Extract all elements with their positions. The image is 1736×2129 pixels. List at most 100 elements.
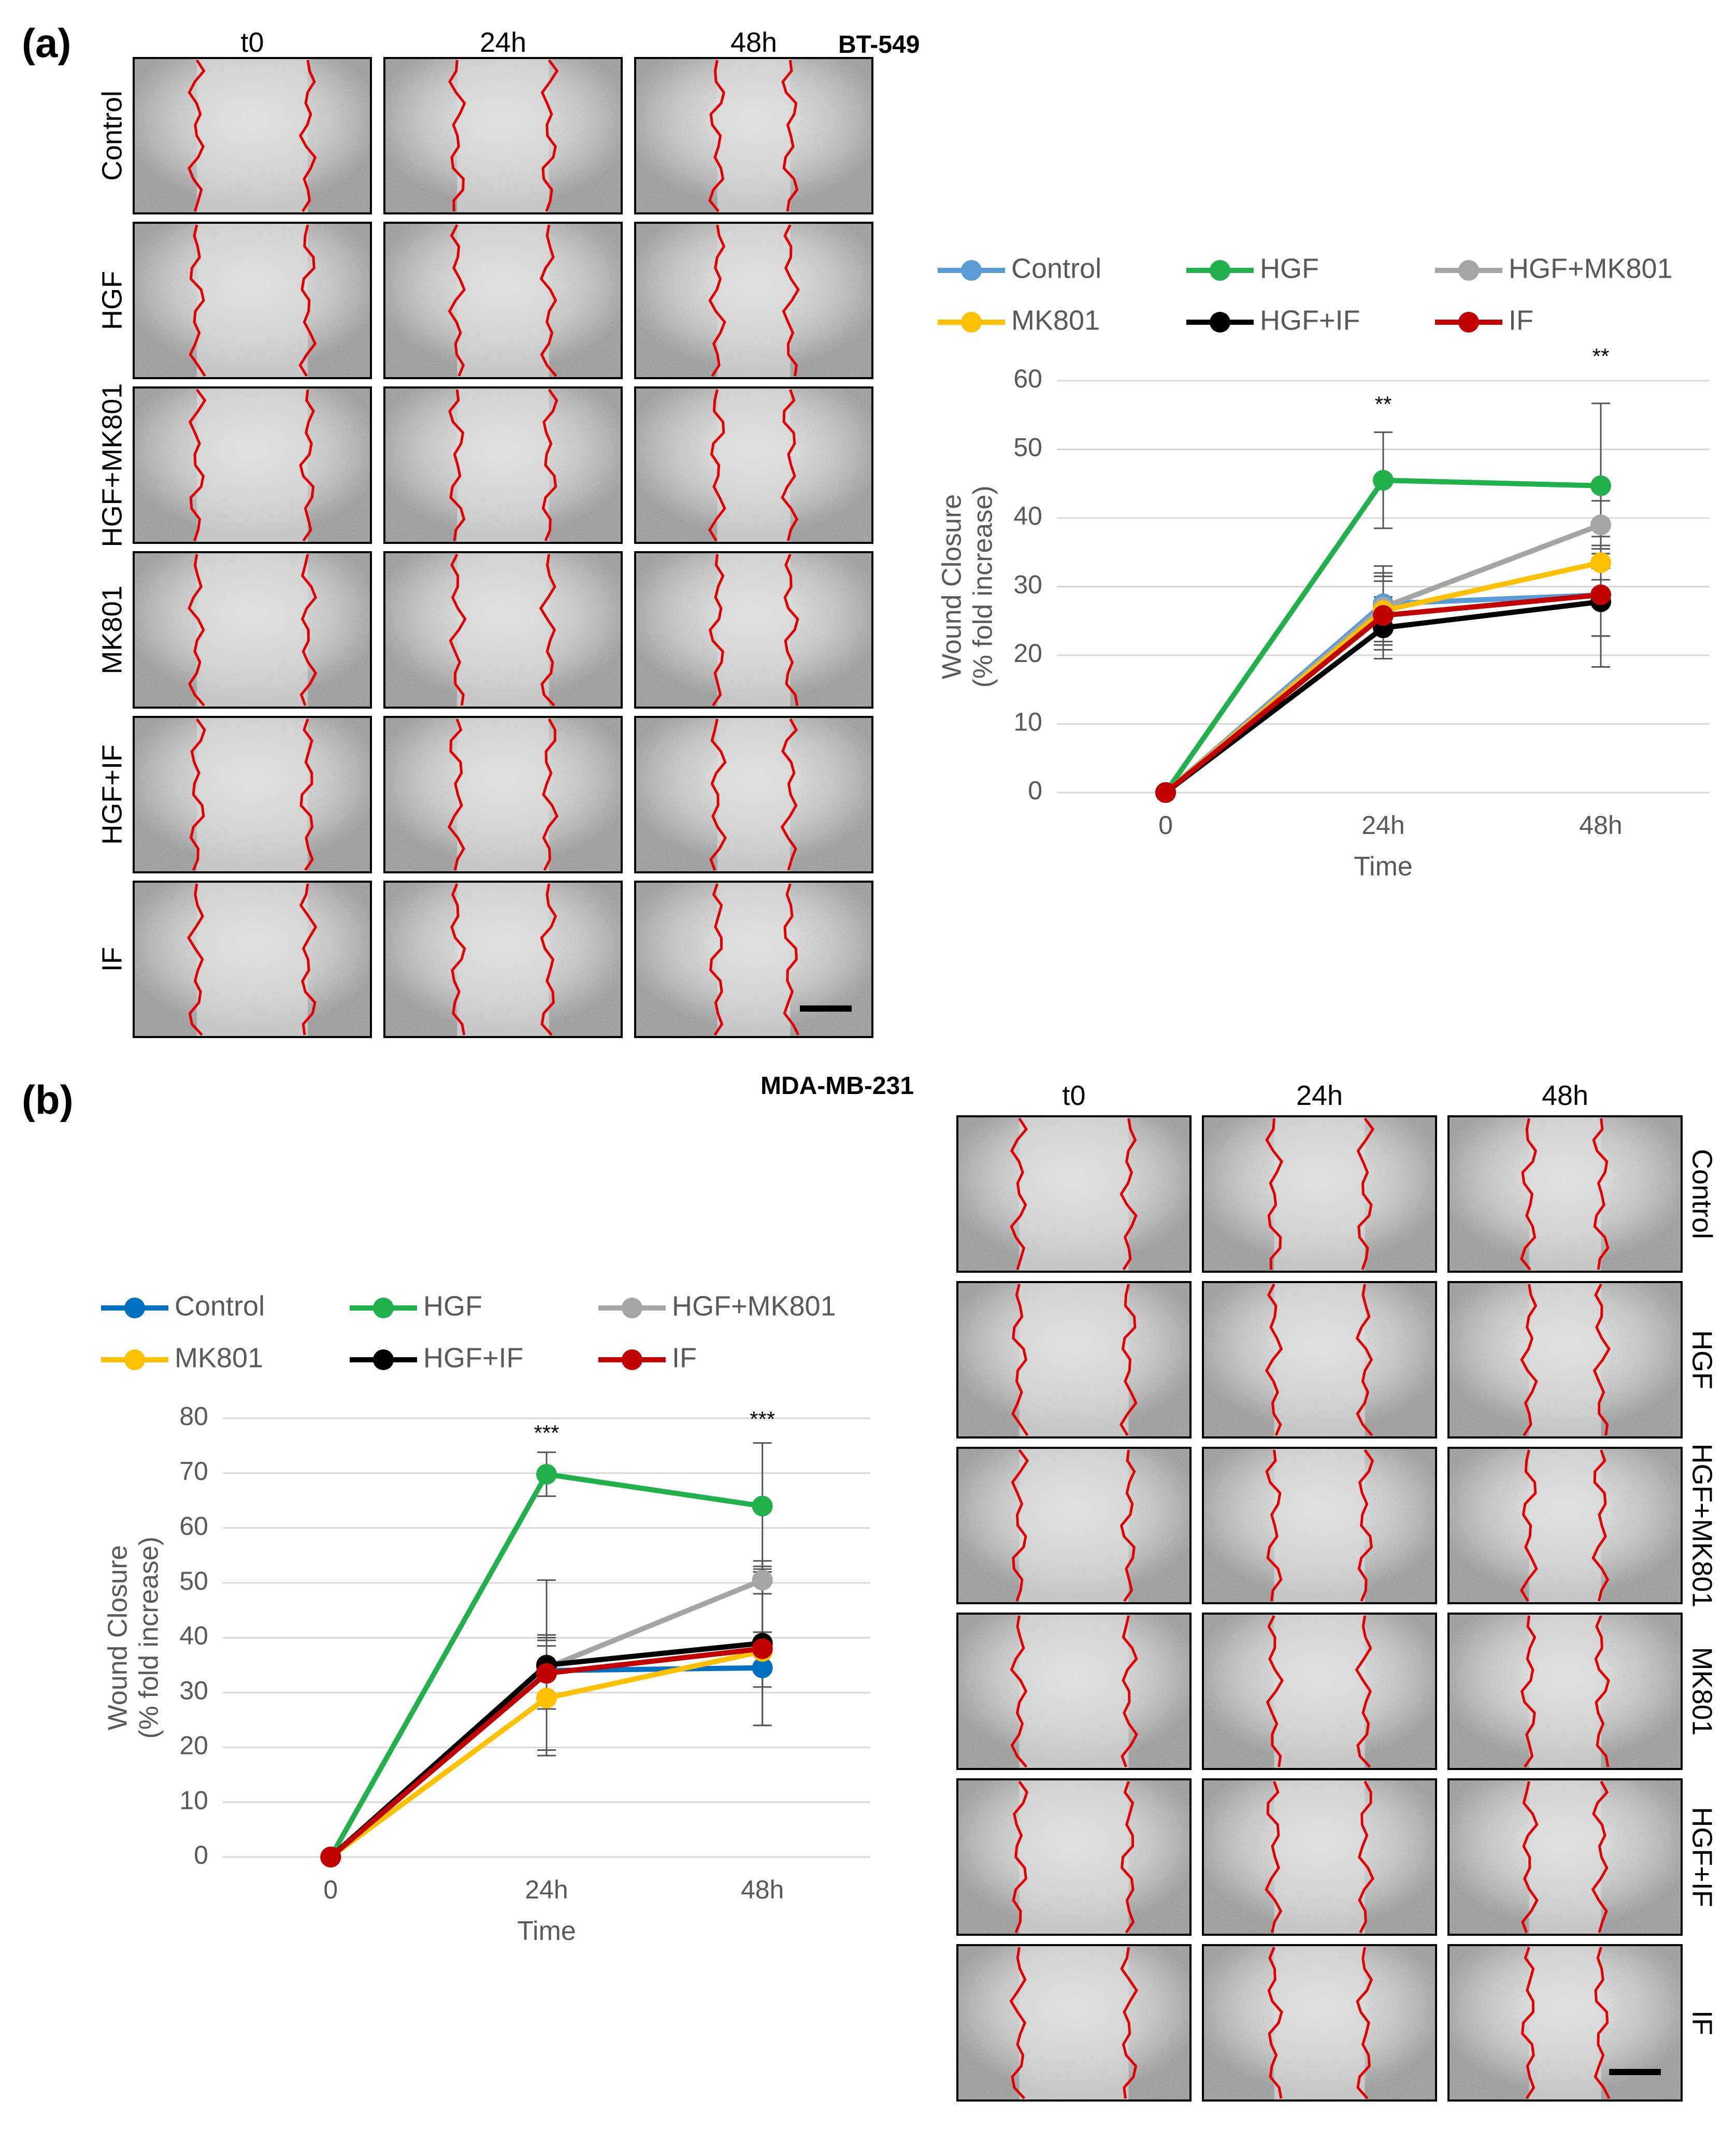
panel-a-letter: (a) bbox=[22, 20, 71, 66]
data-point bbox=[1155, 782, 1176, 803]
micrograph-2-0 bbox=[956, 1447, 1192, 1604]
svg-text:HGF: HGF bbox=[1260, 253, 1319, 284]
chart-a: 0 10 20 30 40 50 60 0 24h 48h Time Wound Closure(% … bbox=[937, 253, 1710, 882]
row-header-hgf: HGF bbox=[96, 271, 127, 330]
micrograph-5-2 bbox=[634, 881, 873, 1038]
micrograph-3-0 bbox=[133, 551, 372, 709]
column-header-24h: 24h bbox=[1296, 1080, 1343, 1111]
y-tick-label: 10 bbox=[179, 1786, 208, 1815]
column-header-t0: t0 bbox=[1062, 1080, 1085, 1111]
panel-b-cell-line: MDA-MB-231 bbox=[761, 1072, 914, 1100]
legend-item-if: IF bbox=[598, 1342, 697, 1373]
y-tick-label: 20 bbox=[179, 1731, 208, 1760]
data-point bbox=[752, 1495, 773, 1517]
micrograph-0-1 bbox=[383, 57, 623, 214]
row-header-if: IF bbox=[96, 947, 127, 972]
svg-text:HGF+IF: HGF+IF bbox=[1260, 305, 1360, 336]
legend-item-hgf-plus-if: HGF+IF bbox=[350, 1342, 524, 1373]
legend-item-control: Control bbox=[101, 1290, 265, 1321]
data-point bbox=[320, 1847, 341, 1867]
y-axis-title: Wound Closure(% fold increase) bbox=[937, 485, 998, 687]
significance-mark: ** bbox=[1592, 344, 1610, 368]
x-axis-title: Time bbox=[517, 1916, 576, 1946]
micrograph-1-2 bbox=[634, 222, 873, 379]
x-tick-label: 48h bbox=[741, 1875, 784, 1904]
significance-mark: *** bbox=[534, 1420, 559, 1445]
legend-item-hgf: HGF bbox=[1186, 253, 1319, 284]
data-point bbox=[1373, 605, 1394, 626]
column-header-48h: 48h bbox=[1542, 1080, 1588, 1111]
svg-text:Control: Control bbox=[1011, 253, 1101, 284]
micrograph-4-1 bbox=[1202, 1778, 1437, 1936]
micrograph-4-0 bbox=[133, 716, 372, 873]
data-point bbox=[536, 1663, 557, 1684]
micrograph-0-2 bbox=[1447, 1115, 1683, 1273]
micrograph-5-0 bbox=[956, 1944, 1192, 2102]
micrograph-2-2 bbox=[1447, 1447, 1683, 1604]
y-tick-label: 0 bbox=[1028, 776, 1042, 805]
micrograph-0-2 bbox=[634, 57, 873, 214]
data-point bbox=[752, 1570, 773, 1591]
y-axis-title: Wound Closure(% fold increase) bbox=[103, 1536, 164, 1738]
x-axis-title: Time bbox=[1354, 852, 1413, 882]
legend-item-hgf-plus-mk801: HGF+MK801 bbox=[1435, 253, 1673, 284]
legend-item-hgf-plus-mk801: HGF+MK801 bbox=[598, 1290, 836, 1321]
column-header-24h: 24h bbox=[480, 27, 526, 58]
panel-b-micrographs bbox=[956, 1115, 1683, 2102]
panel-b-letter: (b) bbox=[22, 1077, 74, 1123]
y-tick-label: 20 bbox=[1013, 639, 1042, 668]
panel-a-row-headers: Control HGF HGF+MK801 MK801 HGF+IF IF bbox=[96, 91, 127, 972]
row-header-hgf-plus-mk801: HGF+MK801 bbox=[96, 383, 127, 548]
micrograph-3-2 bbox=[1447, 1613, 1683, 1770]
micrograph-1-0 bbox=[133, 222, 372, 379]
data-point bbox=[1373, 470, 1394, 491]
micrograph-5-1 bbox=[383, 881, 623, 1038]
data-point bbox=[1590, 584, 1611, 606]
panel-a-column-headers: t0 24h 48h bbox=[240, 27, 777, 58]
micrograph-2-1 bbox=[1202, 1447, 1437, 1604]
micrograph-1-1 bbox=[383, 222, 623, 379]
micrograph-4-2 bbox=[634, 716, 873, 873]
legend-item-if: IF bbox=[1435, 305, 1533, 336]
svg-text:HGF+MK801: HGF+MK801 bbox=[1509, 253, 1673, 284]
micrograph-0-0 bbox=[133, 57, 372, 214]
legend-item-mk801: MK801 bbox=[938, 305, 1100, 336]
row-header-hgf-plus-mk801: HGF+MK801 bbox=[1687, 1444, 1718, 1608]
micrograph-0-0 bbox=[956, 1115, 1192, 1273]
svg-text:HGF: HGF bbox=[423, 1290, 482, 1321]
panel-a-cell-line: BT-549 bbox=[838, 31, 920, 59]
micrograph-3-0 bbox=[956, 1613, 1192, 1770]
y-tick-label: 50 bbox=[1013, 433, 1042, 462]
y-tick-label: 10 bbox=[1013, 708, 1042, 737]
data-point bbox=[536, 1463, 557, 1485]
micrograph-5-1 bbox=[1202, 1944, 1437, 2102]
data-point bbox=[536, 1687, 557, 1708]
micrograph-4-0 bbox=[956, 1778, 1192, 1936]
row-header-control: Control bbox=[1687, 1149, 1718, 1239]
row-header-mk801: MK801 bbox=[1687, 1647, 1718, 1735]
x-tick-label: 24h bbox=[1361, 811, 1404, 840]
panel-b-column-headers: t0 24h 48h bbox=[1062, 1080, 1588, 1111]
micrograph-1-2 bbox=[1447, 1281, 1683, 1438]
legend-item-control: Control bbox=[938, 253, 1101, 284]
y-tick-label: 40 bbox=[179, 1621, 208, 1650]
data-point bbox=[1590, 552, 1611, 573]
micrograph-0-1 bbox=[1202, 1115, 1437, 1273]
y-tick-label: 30 bbox=[179, 1676, 208, 1705]
micrograph-4-1 bbox=[383, 716, 623, 873]
micrograph-3-2 bbox=[634, 551, 873, 709]
svg-text:IF: IF bbox=[672, 1342, 697, 1373]
row-header-hgf-plus-if: HGF+IF bbox=[96, 744, 127, 845]
row-header-hgf-plus-if: HGF+IF bbox=[1687, 1807, 1718, 1907]
row-header-mk801: MK801 bbox=[96, 585, 127, 674]
svg-text:HGF+IF: HGF+IF bbox=[423, 1342, 524, 1373]
micrograph-3-1 bbox=[1202, 1613, 1437, 1770]
y-tick-label: 80 bbox=[179, 1402, 208, 1431]
chart-b: 0 10 20 30 40 50 60 70 80 0 24h 48h Time Wound Closur… bbox=[101, 1290, 870, 1946]
data-point bbox=[752, 1638, 773, 1659]
row-header-if: IF bbox=[1687, 2010, 1718, 2035]
x-tick-label: 48h bbox=[1579, 811, 1622, 840]
x-tick-label: 0 bbox=[323, 1875, 338, 1904]
legend-item-mk801: MK801 bbox=[101, 1342, 263, 1373]
micrograph-2-1 bbox=[383, 386, 623, 544]
